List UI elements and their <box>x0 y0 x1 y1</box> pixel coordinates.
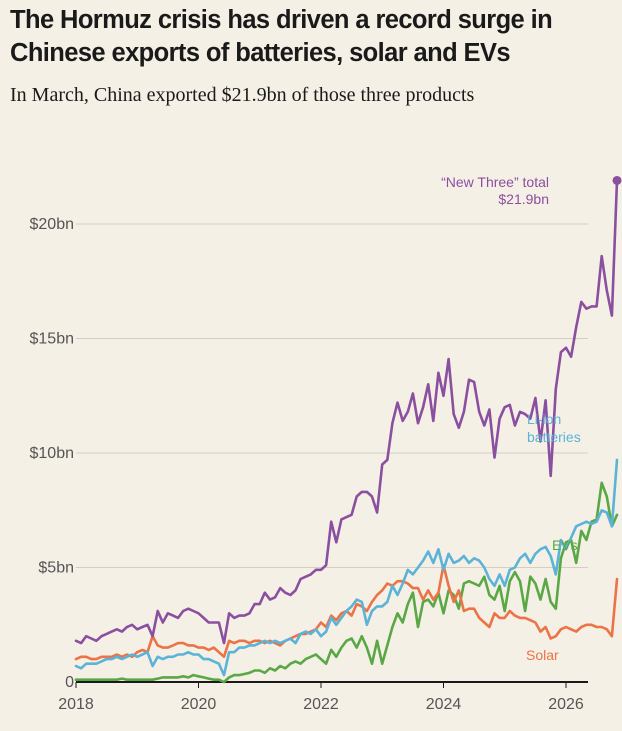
series-label-evs: EVs <box>552 537 578 553</box>
x-tick-label: 2024 <box>426 696 462 713</box>
series-label-line: batteries <box>527 429 581 445</box>
x-tick-label: 2018 <box>58 696 94 713</box>
series-label-line: “New Three” total <box>441 174 549 190</box>
series-label-line: EVs <box>552 537 578 553</box>
y-tick-label: $5bn <box>38 560 74 577</box>
series-label-solar: Solar <box>526 647 559 663</box>
series-label-line: Li-ion <box>527 411 561 427</box>
series-label-new-three-total: “New Three” total $21.9bn <box>441 174 549 207</box>
series-lines <box>74 175 622 684</box>
series-line-evs <box>74 481 619 684</box>
x-axis-ticks: 2018 2020 2022 2024 2026 <box>58 681 588 713</box>
end-point-marker <box>612 175 622 185</box>
y-axis-ticks: 0 $5bn $10bn $15bn $20bn <box>30 216 75 691</box>
chart-title: The Hormuz crisis has driven a record su… <box>10 6 553 67</box>
x-tick-label: 2026 <box>548 696 584 713</box>
x-tick-label: 2022 <box>303 696 339 713</box>
y-tick-label: $20bn <box>30 216 75 233</box>
grid-lines <box>76 223 588 568</box>
series-label-line: $21.9bn <box>498 191 549 207</box>
y-tick-label: 0 <box>65 674 74 691</box>
series-labels: EVs Solar Li-ion batteries “New Three” total… <box>441 174 581 663</box>
x-tick-label: 2020 <box>181 696 217 713</box>
y-tick-label: $15bn <box>30 331 75 348</box>
y-tick-label: $10bn <box>30 445 75 462</box>
series-line-li-ion-batteries <box>74 458 619 677</box>
chart-subtitle: In March, China exported $21.9bn of thos… <box>10 84 475 106</box>
series-label-line: Solar <box>526 647 559 663</box>
series-line-new-three-total <box>74 179 619 645</box>
series-label-li-ion-batteries: Li-ion batteries <box>527 411 581 445</box>
